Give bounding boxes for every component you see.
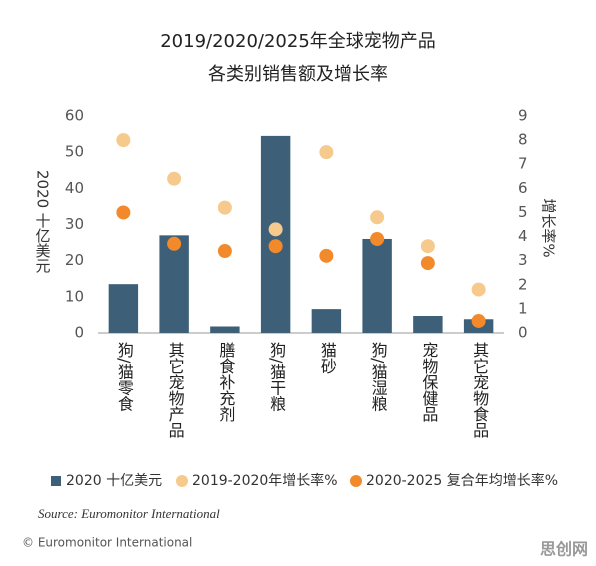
bar [362, 238, 392, 333]
y-tick-label: 50 [65, 143, 84, 161]
y2-tick-label: 4 [518, 227, 528, 245]
x-tick-label: 其它宠物食品 [470, 342, 489, 438]
legend-swatch [350, 475, 362, 487]
dot [116, 205, 131, 220]
copyright: © Euromonitor International [22, 536, 192, 550]
dot [319, 145, 334, 160]
watermark: 思创网 [540, 540, 588, 559]
y2-tick-label: 0 [518, 324, 528, 342]
bar [413, 316, 443, 333]
x-tick-label: 狗/猫零食 [115, 342, 134, 411]
y2-tick-label: 8 [518, 131, 528, 149]
x-tick-label: 宠物保健品 [419, 342, 438, 422]
y-tick-label: 0 [74, 324, 84, 342]
y2-tick-label: 9 [518, 107, 528, 125]
dot [268, 222, 283, 237]
source: Source: Euromonitor International [38, 506, 220, 521]
bar [210, 326, 240, 333]
dot [268, 239, 283, 254]
y-axis-label: 2020 十亿美元 [34, 170, 52, 274]
chart-title: 2019/2020/2025年全球宠物产品 [160, 31, 436, 52]
dot [370, 231, 385, 246]
dot [370, 210, 385, 225]
y2-tick-label: 2 [518, 275, 528, 293]
y-tick-label: 10 [65, 287, 84, 305]
dot [116, 133, 131, 148]
x-tick-label: 膳食补充剂 [216, 342, 235, 423]
y2-axis-label: 增长率% [540, 198, 558, 257]
x-tick-label: 狗/猫湿粮 [369, 342, 388, 411]
dot [217, 200, 232, 215]
bar [108, 284, 139, 333]
legend-label: 2020 十亿美元 [66, 473, 162, 489]
y-tick-label: 60 [65, 107, 84, 125]
bar [159, 235, 189, 333]
legend-label: 2019-2020年增长率% [192, 472, 338, 489]
legend-swatch [51, 476, 61, 486]
dot [319, 248, 334, 263]
dot [167, 171, 182, 186]
chart-subtitle: 各类别销售额及增长率 [208, 64, 388, 85]
bar [311, 309, 342, 333]
y2-tick-label: 5 [518, 203, 528, 221]
y2-tick-label: 1 [518, 299, 528, 317]
y2-tick-label: 6 [518, 179, 528, 197]
x-tick-label: 狗/猫干粮 [267, 342, 286, 411]
dot [471, 313, 486, 328]
dot [167, 236, 182, 251]
y-tick-label: 40 [65, 179, 84, 197]
x-tick-label: 猫砂 [318, 342, 337, 374]
y2-tick-label: 7 [518, 155, 528, 173]
y2-tick-label: 3 [518, 251, 528, 269]
legend-swatch [176, 475, 188, 487]
dot [471, 282, 486, 297]
dot [420, 239, 435, 254]
y-tick-label: 20 [65, 251, 84, 269]
y-tick-label: 30 [65, 215, 84, 233]
legend-label: 2020-2025 复合年均增长率% [366, 472, 558, 489]
x-tick-label: 其它宠物产品 [166, 342, 185, 438]
dot [217, 244, 232, 259]
dot [420, 256, 435, 271]
